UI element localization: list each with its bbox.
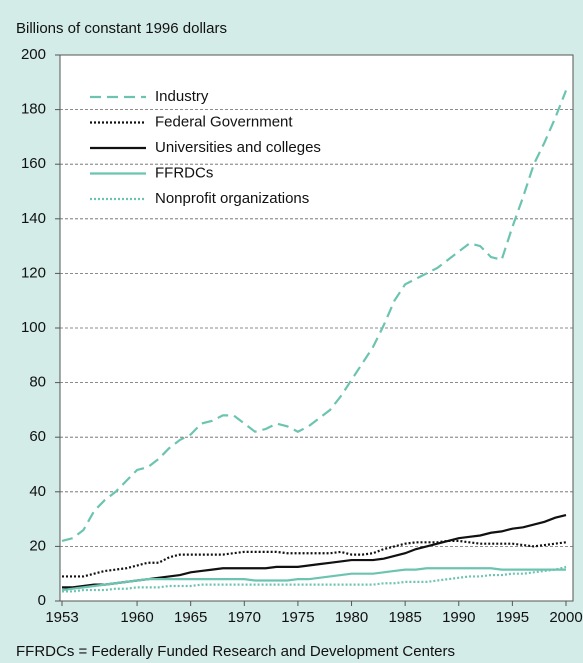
footnote: FFRDCs = Federally Funded Research and D… [16,643,455,660]
legend-label: Universities and colleges [155,139,321,156]
x-tick-label: 1975 [281,609,314,626]
y-tick-label: 40 [29,483,46,500]
legend-label: Federal Government [155,113,293,130]
y-axis-label: Billions of constant 1996 dollars [16,20,227,37]
y-tick-label: 80 [29,374,46,391]
y-tick-label: 180 [21,101,46,118]
x-tick-label: 1960 [120,609,153,626]
x-tick-label: 1965 [174,609,207,626]
x-tick-label: 1985 [388,609,421,626]
y-tick-label: 120 [21,264,46,281]
y-tick-label: 160 [21,155,46,172]
series-line [62,565,567,593]
legend-label: Industry [155,88,209,105]
y-tick-label: 0 [38,592,46,609]
series-line [61,567,566,592]
x-tick-label: 1980 [335,609,368,626]
series-line [61,90,568,543]
y-tick-label: 200 [21,46,46,63]
x-tick-label: 2000 [549,609,582,626]
x-tick-label: 1953 [45,609,78,626]
series-line [62,539,567,578]
x-tick-label: 1995 [496,609,529,626]
y-tick-label: 20 [29,537,46,554]
x-tick-label: 1970 [228,609,261,626]
x-tick-label: 1990 [442,609,475,626]
y-tick-label: 100 [21,319,46,336]
y-tick-label: 140 [21,210,46,227]
legend-label: FFRDCs [155,164,213,181]
y-tick-label: 60 [29,428,46,445]
legend-label: Nonprofit organizations [155,190,309,207]
